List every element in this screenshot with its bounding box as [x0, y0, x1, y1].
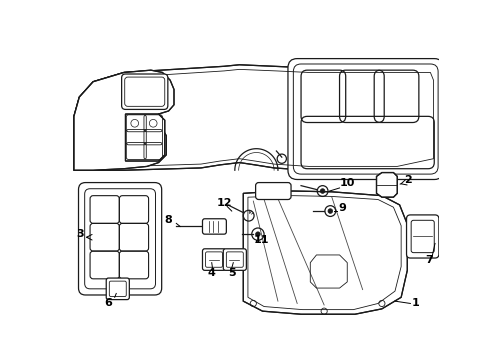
FancyBboxPatch shape [202, 249, 225, 270]
Text: 7: 7 [424, 255, 432, 265]
Polygon shape [376, 172, 396, 197]
Circle shape [320, 189, 324, 193]
Text: 5: 5 [228, 267, 236, 278]
Polygon shape [125, 114, 164, 161]
Circle shape [327, 209, 332, 213]
FancyBboxPatch shape [287, 59, 443, 180]
Text: 6: 6 [104, 298, 112, 309]
Text: 2: 2 [404, 175, 411, 185]
Text: 8: 8 [163, 215, 171, 225]
Polygon shape [74, 70, 174, 170]
Circle shape [255, 232, 260, 237]
Text: 10: 10 [339, 178, 354, 188]
FancyBboxPatch shape [202, 219, 226, 234]
Text: 9: 9 [337, 203, 345, 213]
Text: 11: 11 [253, 235, 268, 244]
FancyBboxPatch shape [255, 183, 290, 199]
Text: 3: 3 [76, 229, 83, 239]
Text: 1: 1 [411, 298, 419, 309]
FancyBboxPatch shape [223, 249, 246, 270]
Text: 12: 12 [216, 198, 231, 208]
Text: 4: 4 [207, 267, 215, 278]
FancyBboxPatch shape [79, 183, 162, 295]
FancyBboxPatch shape [406, 215, 438, 258]
Polygon shape [74, 65, 437, 170]
FancyBboxPatch shape [122, 74, 167, 109]
FancyBboxPatch shape [106, 278, 129, 300]
Polygon shape [243, 191, 407, 314]
